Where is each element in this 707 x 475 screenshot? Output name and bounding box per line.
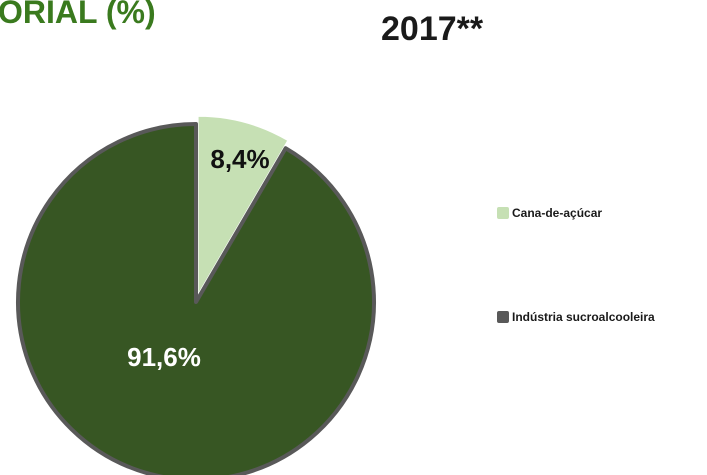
- legend-swatch-cana: [497, 207, 509, 219]
- slice-label-industria: 91,6%: [127, 342, 201, 372]
- pie-slice-cana: [197, 115, 289, 295]
- chart-year-label: 2017**: [381, 10, 484, 48]
- legend-swatch-industria: [497, 311, 509, 323]
- pie-slice-industria: [16, 122, 376, 475]
- chart-title-partial: ORIAL (%): [0, 0, 156, 30]
- legend-item-industria: Indústria sucroalcooleira: [497, 310, 655, 324]
- legend-label-industria: Indústria sucroalcooleira: [512, 310, 655, 324]
- pie-slices: [16, 115, 376, 475]
- slice-label-cana: 8,4%: [210, 144, 269, 174]
- legend-label-cana: Cana-de-açúcar: [512, 206, 603, 220]
- legend-item-cana: Cana-de-açúcar: [497, 206, 602, 220]
